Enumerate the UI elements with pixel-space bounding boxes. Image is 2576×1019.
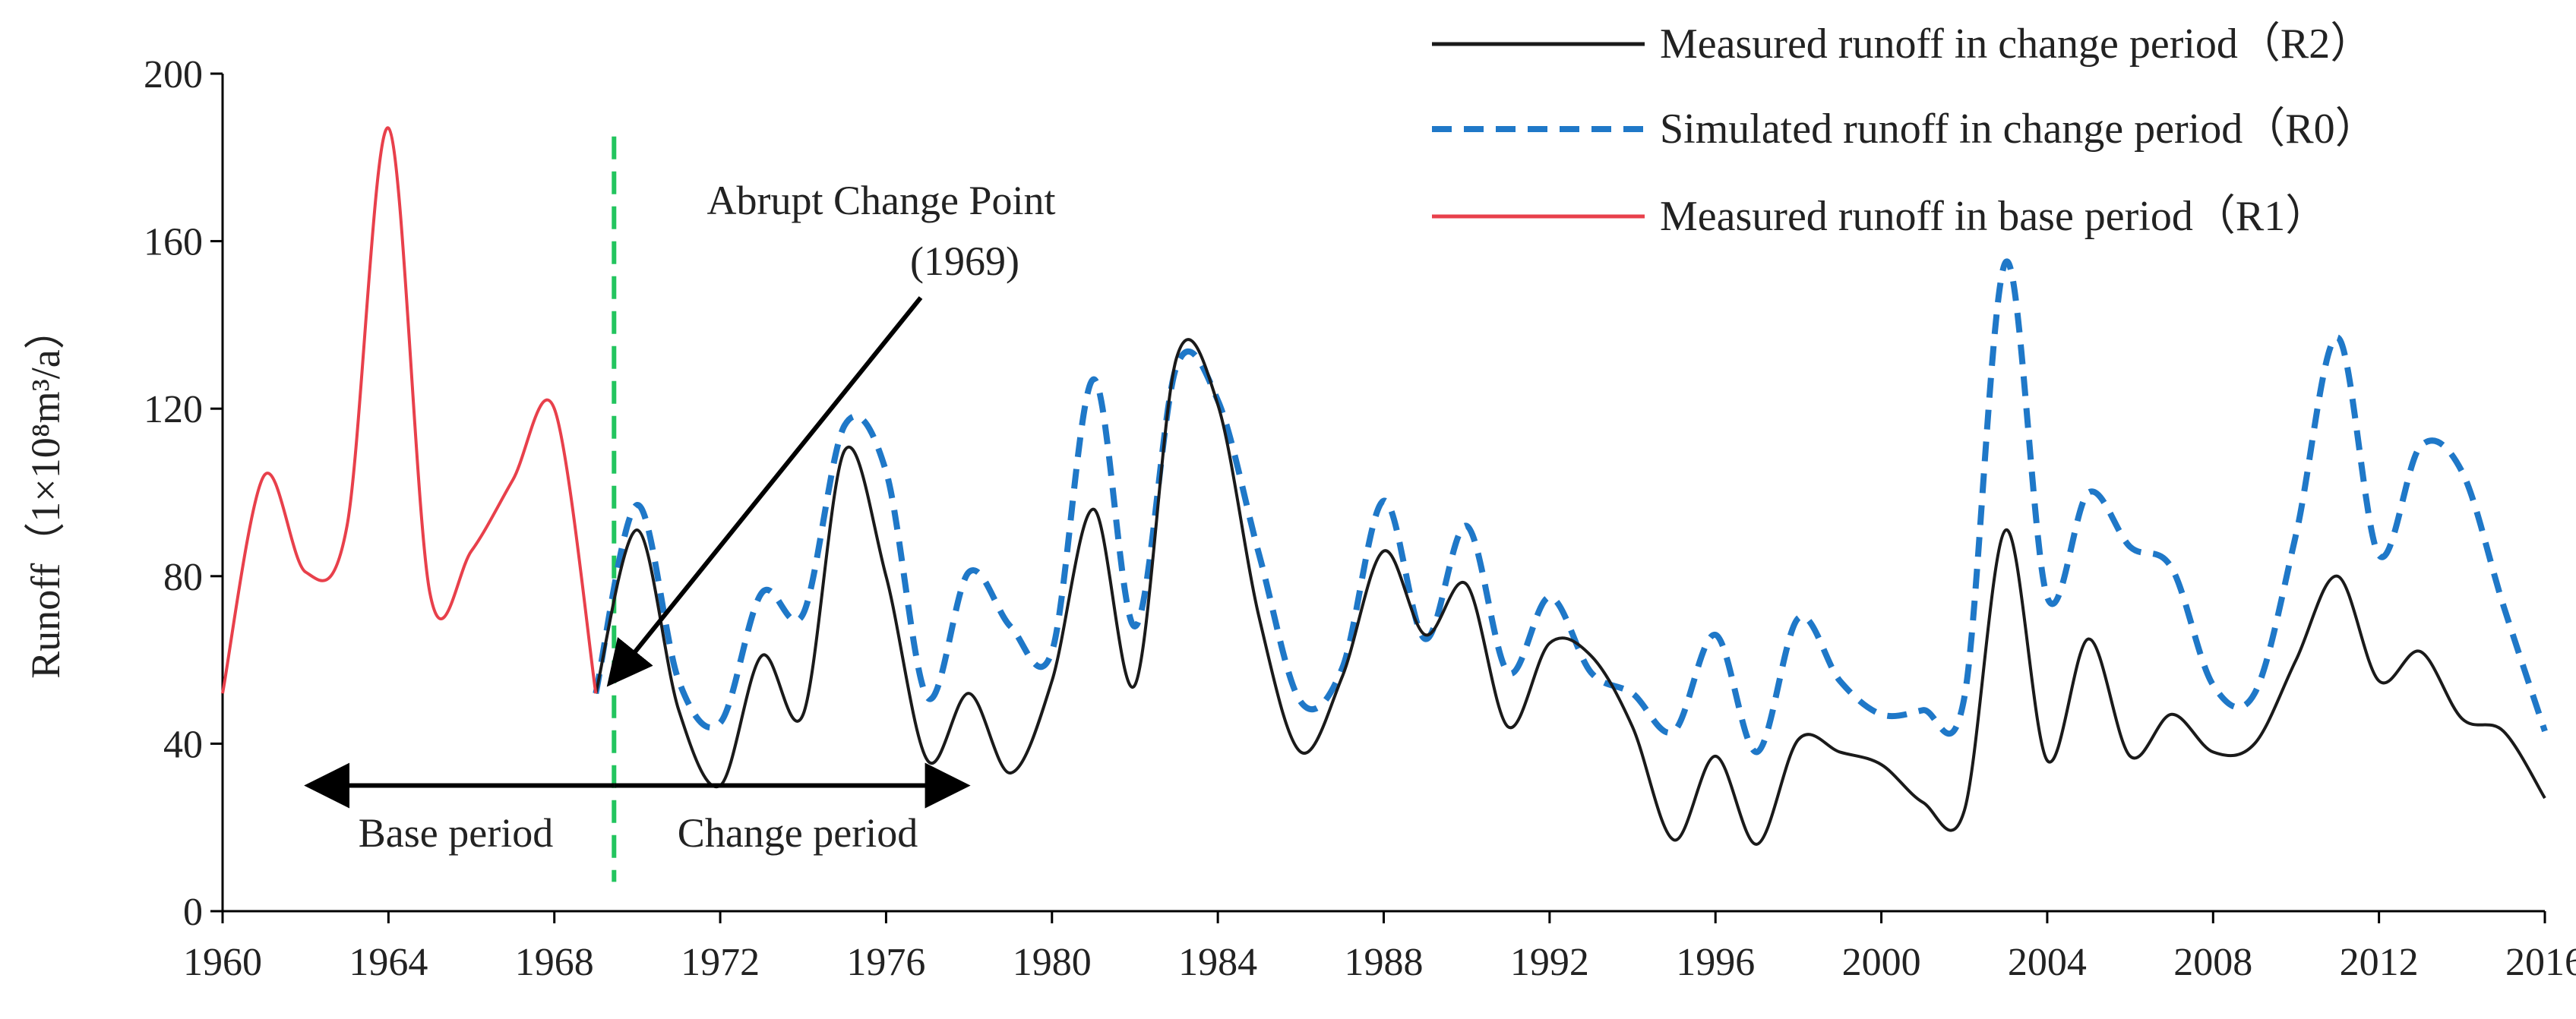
period-annotation: Base period Change period	[304, 762, 971, 856]
y-tick-label: 40	[163, 723, 203, 766]
y-tick-label: 120	[144, 388, 203, 431]
y-tick-label: 160	[144, 221, 203, 264]
series-line-r1	[221, 126, 598, 694]
legend-item-r2: Measured runoff in change period（R2）	[1432, 21, 2372, 68]
change-point-year-label: (1969)	[910, 238, 1019, 284]
x-tick-label: 1980	[1013, 941, 1092, 984]
x-tick-label: 1976	[846, 941, 925, 984]
x-tick-label: 1968	[515, 941, 594, 984]
x-tick-label: 1972	[681, 941, 760, 984]
x-tick-label: 1964	[349, 941, 428, 984]
x-tick-label: 2012	[2340, 941, 2419, 984]
legend-item-r1: Measured runoff in base period（R1）	[1432, 193, 2328, 240]
series-line-r0	[593, 258, 2548, 756]
x-ticks: 1960 1964 1968 1972 1976 1980 1984 1988 1992 1996…	[183, 911, 2576, 984]
y-tick-label: 80	[163, 556, 203, 599]
x-tick-label: 2004	[2008, 941, 2087, 984]
y-tick-label: 200	[144, 53, 203, 96]
legend-label-r0: Simulated runoff in change period（R0）	[1660, 106, 2378, 153]
change-point-annotation: Abrupt Change Point (1969)	[606, 178, 1056, 687]
x-tick-label: 1984	[1178, 941, 1257, 984]
change-point-label: Abrupt Change Point	[707, 178, 1056, 223]
y-axis-label: Runoff（1×10⁸m³/a）	[23, 308, 68, 678]
y-ticks: 0 40 80 120 160 200	[144, 53, 223, 934]
series-layer	[221, 126, 2548, 846]
x-tick-label: 1960	[183, 941, 262, 984]
x-tick-label: 2008	[2173, 941, 2252, 984]
change-period-label: Change period	[678, 810, 918, 856]
legend-item-r0: Simulated runoff in change period（R0）	[1432, 106, 2378, 153]
x-tick-label: 1992	[1510, 941, 1589, 984]
y-tick-label: 0	[183, 891, 203, 934]
series-line-r2	[594, 338, 2546, 846]
x-tick-label: 1996	[1676, 941, 1755, 984]
legend-label-r2: Measured runoff in change period（R2）	[1660, 21, 2372, 68]
x-tick-label: 2016	[2505, 941, 2576, 984]
legend-label-r1: Measured runoff in base period（R1）	[1660, 193, 2328, 240]
base-period-label: Base period	[359, 810, 553, 856]
change-point-arrow	[606, 296, 923, 687]
x-tick-label: 1988	[1345, 941, 1424, 984]
x-tick-label: 2000	[1842, 941, 1921, 984]
legend: Measured runoff in change period（R2） Sim…	[1432, 21, 2378, 240]
